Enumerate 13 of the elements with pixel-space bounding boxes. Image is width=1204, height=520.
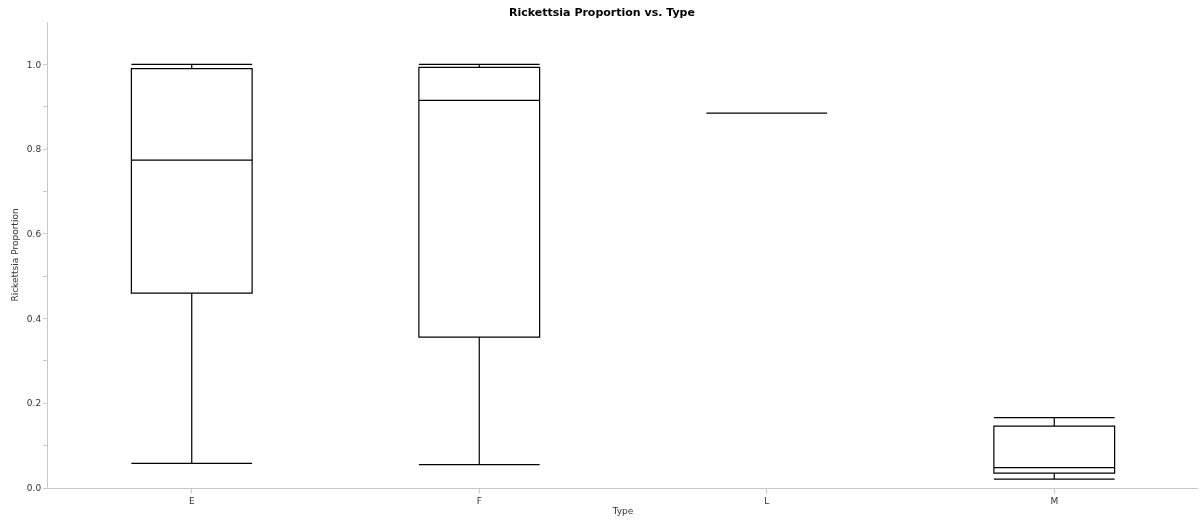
x-tick-label: M bbox=[1050, 495, 1059, 506]
chart-title: Rickettsia Proportion vs. Type bbox=[509, 5, 695, 19]
x-tick-label: L bbox=[764, 495, 770, 506]
y-axis-title: Rickettsia Proportion bbox=[10, 208, 21, 302]
x-tick-label: E bbox=[188, 495, 195, 506]
x-tick-label: F bbox=[476, 495, 482, 506]
y-tick-label: 0.6 bbox=[26, 228, 42, 239]
y-tick-label: 0.0 bbox=[26, 483, 42, 494]
y-tick-label: 0.8 bbox=[26, 144, 42, 155]
y-tick-label: 0.2 bbox=[26, 398, 42, 409]
y-tick-label: 1.0 bbox=[26, 59, 42, 70]
x-axis-title: Type bbox=[611, 505, 634, 516]
y-tick-label: 0.4 bbox=[26, 313, 42, 324]
